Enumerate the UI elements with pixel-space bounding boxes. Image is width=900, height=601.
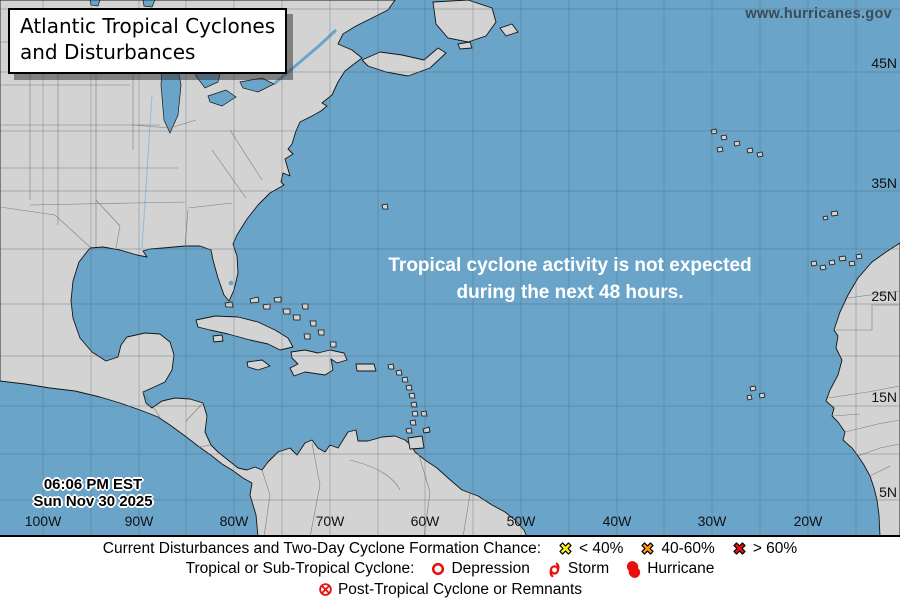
legend-item-label: Storm	[567, 560, 610, 577]
legend-item-label: < 40%	[579, 539, 624, 557]
legend-item-label: Hurricane	[647, 560, 715, 577]
lon-label-60w: 60W	[410, 513, 440, 529]
legend-item-hurricane: Hurricane	[625, 560, 714, 578]
hurricane-icon	[625, 560, 642, 578]
legend-item-post-tropical: Post-Tropical Cyclone or Remnants	[318, 581, 582, 599]
africa-borders	[827, 290, 900, 477]
bermuda	[381, 203, 389, 210]
legend-item-label: Depression	[451, 560, 530, 577]
lon-label-100w: 100W	[24, 513, 62, 529]
legend: Current Disturbances and Two-Day Cyclone…	[0, 535, 900, 601]
bahamas-antilles-specks	[224, 203, 428, 434]
legend-item-storm: Storm	[546, 560, 609, 578]
map-title-line1: Atlantic Tropical Cyclones	[20, 14, 276, 38]
lon-label-20w: 20W	[793, 513, 823, 529]
map-title: Atlantic Tropical Cyclones and Disturban…	[8, 8, 288, 74]
lat-label-5n: 5N	[879, 484, 897, 500]
lon-label-40w: 40W	[602, 513, 632, 529]
puerto-rico	[355, 363, 377, 372]
issue-date: Sun Nov 30 2025	[33, 493, 153, 510]
east-atlantic-islands	[710, 128, 863, 401]
newfoundland	[432, 0, 519, 50]
outlook-message-line2: during the next 48 hours.	[456, 282, 684, 303]
legend-item-label: > 60%	[752, 539, 798, 557]
lon-label-90w: 90W	[124, 513, 154, 529]
lon-label-70w: 70W	[315, 513, 345, 529]
site-url-label: www.hurricanes.gov	[745, 6, 892, 22]
mississippi-river	[141, 94, 153, 249]
legend-item-depression: Depression	[430, 560, 530, 578]
legend-row-cyclones: Tropical or Sub-Tropical Cyclone: Depres…	[185, 560, 714, 578]
legend-item-label: 40-60%	[661, 539, 715, 557]
storm-icon	[546, 561, 563, 578]
lat-label-15n: 15N	[871, 389, 897, 405]
lake-okeechobee	[228, 280, 234, 286]
hispaniola	[289, 349, 348, 377]
legend-item-medium-chance: 40-60%	[639, 539, 715, 558]
jamaica	[246, 359, 271, 371]
lon-label-30w: 30W	[697, 513, 727, 529]
outlook-message: Tropical cyclone activity is not expecte…	[340, 252, 800, 306]
legend-row1-label: Current Disturbances and Two-Day Cyclone…	[102, 539, 541, 557]
madeira	[830, 210, 839, 217]
lon-label-80w: 80W	[219, 513, 249, 529]
map-title-line2: and Disturbances	[20, 40, 196, 64]
lat-label-25n: 25N	[871, 288, 897, 304]
legend-row-post-tropical: Post-Tropical Cyclone or Remnants	[318, 581, 582, 599]
atlantic-outlook-map[interactable]: Atlantic Tropical Cyclones and Disturban…	[0, 0, 900, 537]
outlook-message-line1: Tropical cyclone activity is not expecte…	[388, 255, 752, 276]
americas-landmass	[0, 0, 528, 537]
lat-label-45n: 45N	[871, 55, 897, 71]
legend-row-disturbances: Current Disturbances and Two-Day Cyclone…	[103, 540, 797, 558]
graticule	[0, 0, 900, 537]
issue-time: 06:06 PM EST	[43, 476, 143, 493]
lon-label-50w: 50W	[506, 513, 536, 529]
issue-timestamp: 06:06 PM EST Sun Nov 30 2025	[18, 476, 168, 510]
post-tropical-icon	[318, 582, 333, 597]
x-mark-icon	[639, 540, 656, 557]
legend-item-high-chance: > 60%	[731, 540, 797, 558]
caribbean-islands	[195, 315, 431, 450]
map-canvas	[0, 0, 900, 537]
lat-label-35n: 35N	[871, 175, 897, 191]
x-mark-icon	[557, 540, 574, 557]
legend-item-label: Post-Tropical Cyclone or Remnants	[337, 580, 583, 598]
legend-row2-label: Tropical or Sub-Tropical Cyclone:	[185, 560, 415, 577]
legend-item-low-chance: < 40%	[557, 540, 623, 558]
depression-icon	[430, 561, 446, 577]
cuba	[195, 315, 294, 351]
state-country-borders	[0, 41, 471, 537]
trinidad	[407, 435, 425, 450]
x-mark-icon	[731, 540, 748, 557]
africa-landmass	[825, 242, 900, 537]
